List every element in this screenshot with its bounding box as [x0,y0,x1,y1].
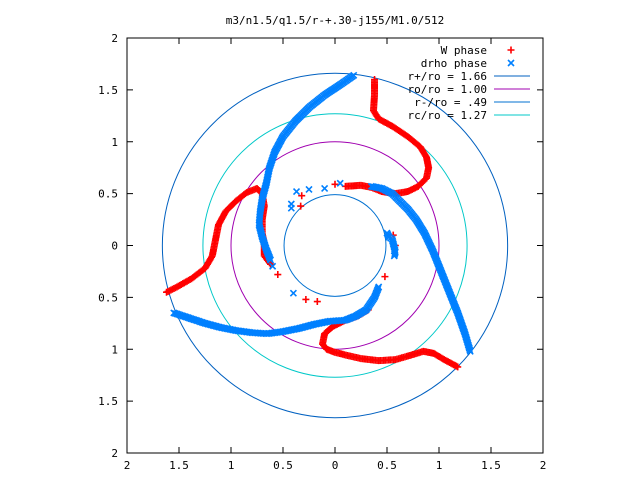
legend-label: r+/ro = 1.66 [408,70,487,83]
drho-phase-marker [269,262,277,270]
circle-3 [202,113,468,378]
series-layer [163,71,474,371]
drho-phase-marker [266,256,275,264]
x-tick-label: 1.5 [169,459,189,472]
x-tick-label: 1 [436,459,443,472]
y-tick-label: 2 [111,32,118,45]
drho-phase-marker [367,182,375,190]
drho-phase-marker [305,185,313,194]
y-tick-label: 0.5 [98,188,118,201]
y-tick-label: 1 [111,136,118,149]
w-phase-marker [302,295,310,303]
legend-label: rc/ro = 1.27 [408,109,487,122]
y-tick-label: 1.5 [98,84,118,97]
legend-marker-cross [507,59,515,67]
legend-label: drho phase [421,57,487,70]
legend-label: W phase [441,44,487,57]
w-phase-marker [274,271,282,279]
x-tick-label: 2 [124,459,131,472]
x-tick-label: 0 [332,459,339,472]
x-tick-label: 1 [228,459,235,472]
legend-label: ro/ro = 1.00 [408,83,487,96]
circle-2 [283,194,387,297]
y-tick-label: 2 [111,447,118,460]
x-tick-label: 0.5 [377,459,397,472]
drho-phase-marker [321,184,329,193]
x-tick-label: 1.5 [481,459,501,472]
y-tick-label: 0.5 [98,291,118,304]
chart-title: m3/n1.5/q1.5/r-+.30-j155/M1.0/512 [226,14,445,27]
drho-phase-marker [292,187,301,196]
legend-marker-plus [507,46,515,54]
drho-phase-marker [287,204,295,212]
w-phase-marker [331,180,339,188]
y-tick-label: 0 [111,240,118,253]
axes-layer: 2 1.5 1 0.5 0 0.5 1 1.5 221.510.500.511.52 [98,32,546,472]
w-phase-marker [298,192,306,200]
w-phase-marker [313,298,321,306]
y-tick-label: 1 [111,343,118,356]
x-tick-label: 0.5 [273,459,293,472]
x-tick-label: 2 [540,459,547,472]
circle-0 [161,72,509,419]
y-tick-label: 1.5 [98,395,118,408]
w-phase-marker [297,202,305,210]
drho-phase-marker [289,289,297,297]
drho-phase-marker [336,179,344,187]
series-1 [170,71,474,355]
legend-label: r-/ro = .49 [414,96,487,109]
w-phase-marker [381,273,389,281]
drho-phase-marker [375,283,383,291]
drho-phase-marker [369,183,377,191]
drho-phase-marker [390,252,398,260]
